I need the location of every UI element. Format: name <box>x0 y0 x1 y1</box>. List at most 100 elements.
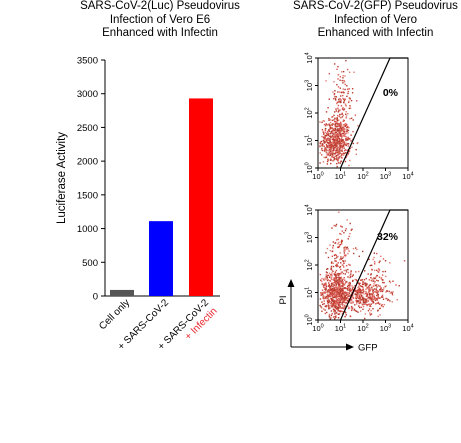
flow-point <box>380 305 383 307</box>
flow-point <box>331 255 334 258</box>
bar-y-tick-label: 500 <box>82 258 98 269</box>
flow-point <box>336 68 338 71</box>
flow-point <box>329 302 332 305</box>
flow-point <box>335 121 337 123</box>
flow-point <box>379 260 381 262</box>
flow-point <box>337 313 340 316</box>
flow-point <box>381 274 384 276</box>
flow-point <box>335 291 338 294</box>
flow-point <box>329 125 331 127</box>
flow-point <box>349 294 352 296</box>
flow-point <box>341 240 343 242</box>
flow-point <box>343 300 345 303</box>
flow-point <box>350 298 352 300</box>
flow-point <box>371 297 373 299</box>
flow-point <box>345 299 347 302</box>
flow-point <box>330 292 332 294</box>
flow-point <box>339 127 341 129</box>
flow-point <box>327 291 329 293</box>
flow-point <box>328 130 331 132</box>
flow-point <box>338 146 341 148</box>
flow-point <box>345 123 347 125</box>
flow-point <box>334 144 336 146</box>
flow-point <box>327 278 329 281</box>
flow-point <box>372 285 375 287</box>
flow-point <box>354 297 357 299</box>
flow-point <box>363 301 366 303</box>
flow-x-tick-label: 101 <box>335 172 346 182</box>
flow-point <box>347 276 349 278</box>
flow-point <box>319 141 322 143</box>
flow-point <box>327 132 329 134</box>
flow-point <box>385 275 387 278</box>
flow-point <box>339 79 341 81</box>
flow-point <box>332 281 335 284</box>
flow-point <box>346 68 349 71</box>
flow-point <box>331 300 334 302</box>
flow-point <box>330 153 332 155</box>
flow-point <box>334 257 336 260</box>
flow-point <box>381 279 384 281</box>
flow-panel-infectin: 100 101 102 103 104 32% <box>305 204 409 326</box>
flow-point <box>337 286 339 289</box>
flow-point <box>366 293 369 296</box>
flow-point <box>337 137 340 140</box>
flow-point <box>319 162 321 164</box>
flow-point <box>370 303 372 305</box>
flow-point <box>395 284 397 286</box>
flow-point <box>347 153 349 155</box>
flow-point <box>340 273 342 275</box>
flow-point <box>322 149 324 152</box>
flow-point <box>368 294 371 296</box>
flow-point <box>352 302 354 304</box>
flow-point <box>321 277 323 280</box>
flow-point <box>372 292 375 294</box>
flow-x-tick-label: 102 <box>357 172 368 182</box>
flow-point <box>391 301 393 303</box>
flow-point <box>326 276 328 278</box>
flow-point <box>351 294 354 296</box>
flow-point <box>330 273 332 276</box>
flow-point <box>380 290 383 292</box>
flow-point <box>320 305 322 308</box>
flow-point <box>327 107 329 109</box>
flow-point <box>335 276 338 279</box>
flow-point <box>341 108 344 110</box>
flow-point <box>341 148 343 150</box>
flow-point <box>376 299 379 301</box>
flow-point <box>351 287 354 289</box>
flow-point <box>379 297 381 299</box>
flow-point <box>337 65 339 68</box>
flow-point <box>326 134 328 136</box>
flow-point <box>335 130 337 132</box>
flow-point <box>362 281 365 283</box>
flow-point <box>335 108 337 110</box>
flow-point <box>362 301 365 303</box>
flow-point <box>329 139 331 142</box>
flow-point <box>363 303 365 305</box>
flow-point <box>339 285 342 287</box>
flow-point <box>343 141 346 143</box>
flow-point <box>342 77 344 79</box>
flow-point <box>340 278 342 280</box>
flow-point <box>339 144 342 146</box>
flow-point <box>331 131 333 133</box>
flow-point <box>358 287 361 289</box>
flow-point <box>342 266 345 268</box>
flow-point <box>340 286 342 288</box>
flow-point <box>322 296 325 298</box>
flow-point <box>370 274 372 276</box>
flow-point <box>340 288 342 290</box>
flow-point <box>345 254 347 256</box>
flow-point <box>349 286 351 288</box>
flow-point <box>322 278 325 281</box>
flow-point <box>328 315 330 317</box>
flow-point <box>359 310 362 312</box>
flow-point <box>361 292 363 294</box>
flow-point <box>334 289 336 291</box>
flow-point <box>332 295 334 298</box>
flow-point <box>327 268 329 270</box>
flow-point <box>336 118 338 120</box>
flow-point <box>327 139 329 141</box>
flow-point <box>323 297 325 300</box>
